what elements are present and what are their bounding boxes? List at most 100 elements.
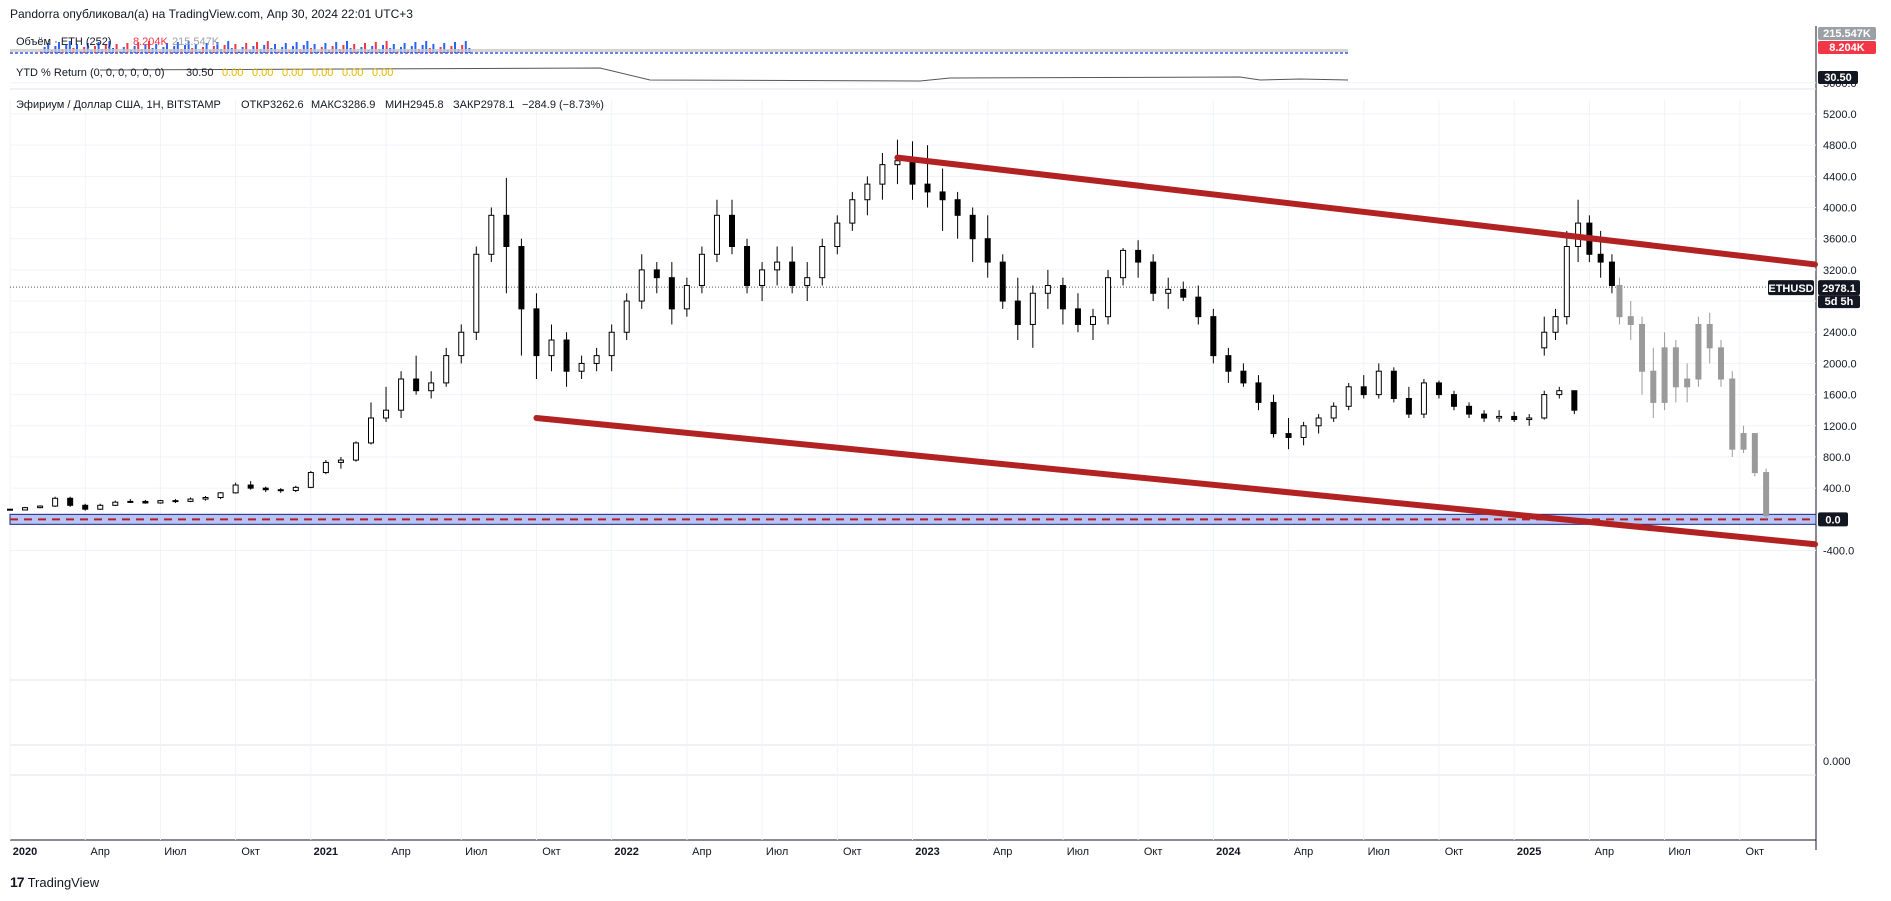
y-tick-label: 2000.0 [1823,358,1857,370]
y-tick-label: 4400.0 [1823,171,1857,183]
bottom-pane-label: 0.000 [1823,756,1851,768]
x-tick-label: 2022 [614,846,638,858]
x-tick-label: Апр [1595,846,1614,858]
x-tick-label: Окт [1746,846,1765,858]
candle [1571,390,1578,411]
volume-bar [385,41,388,53]
volume-bar [403,43,406,53]
candle [638,269,645,302]
candle [1255,382,1262,403]
x-tick-label: Апр [1294,846,1313,858]
candle [1120,249,1127,279]
candle [1029,292,1036,325]
tradingview-logo-icon: 17 [10,874,25,890]
ticker-badge: ETHUSD [1768,280,1814,296]
candle [443,355,450,384]
x-tick-label: Июл [164,846,186,858]
volume-bar [414,42,417,53]
candle [864,183,871,201]
candle [623,300,630,333]
candle [127,500,134,503]
ytd-badge: 30.50 [1818,71,1858,84]
candle [834,222,841,247]
candle [1390,370,1397,400]
x-tick-label: Апр [993,846,1012,858]
volume-bar [432,44,435,53]
volume-bar [306,41,309,53]
ytd-zero-value: 0.00 [312,67,333,79]
volume-bar [194,44,197,53]
candle [1563,245,1570,318]
tradingview-logo[interactable]: 17 TradingView [10,874,99,890]
candle [1405,398,1412,415]
candle [1608,261,1615,286]
candle [247,484,254,489]
ytd-zero-value: 0.00 [282,67,303,79]
candle [819,245,826,279]
channel-lower-line [533,414,1818,548]
candle [924,183,931,193]
y-tick-label: 800.0 [1823,452,1851,464]
candle [1044,284,1051,294]
ticker-badge-text: ETHUSD [1768,283,1813,295]
x-tick-label: Окт [1445,846,1464,858]
y-tick-label: 1200.0 [1823,421,1857,433]
volume-base [10,49,1348,52]
candle [1014,300,1021,325]
candle [1165,288,1172,294]
ytd-line [99,67,1349,82]
x-tick-label: Июл [766,846,788,858]
ohlc-high: МАКС3286.9 [311,99,375,111]
volume-badge-top-text: 215.547K [1823,28,1871,40]
candle [1285,433,1292,438]
volume-bar [364,43,366,53]
x-tick-label: 2025 [1517,846,1541,858]
candle [307,472,314,488]
volume-bar [266,41,269,53]
projected-candle [1763,472,1770,516]
candle [744,245,751,286]
projected-candle [1616,284,1623,318]
candle [1150,261,1157,294]
volume-bar [256,42,258,53]
candle [894,160,901,166]
projected-candle [1627,316,1634,325]
y-tick-label: 400.0 [1823,483,1851,495]
candle [398,378,405,411]
candle [804,277,811,286]
volume-badge-top-bg [1818,27,1876,40]
volume-badge-bottom-bg [1818,41,1876,54]
candle [1300,425,1307,438]
volume-bar [335,42,338,53]
ytd-zero-value: 0.00 [222,67,243,79]
candle [1059,284,1066,310]
candle [578,362,585,372]
candle [112,501,119,506]
y-tick-label: 5200.0 [1823,109,1857,121]
volume-bar [155,44,158,53]
tradingview-brand: TradingView [27,874,100,890]
y-tick-label: 4800.0 [1823,140,1857,152]
volume-bar [137,42,140,53]
volume-badge-top: 215.547K [1818,27,1876,40]
volume-bar [176,42,179,53]
ohlc-low: МИН2945.8 [385,99,444,111]
candle [337,459,344,463]
x-tick-label: Окт [1144,846,1163,858]
y-tick-label: 4000.0 [1823,203,1857,215]
projected-candle [1672,347,1679,388]
candle [1597,253,1604,263]
candle [1541,331,1548,349]
candle [473,253,480,333]
projected-candle [1751,433,1758,474]
volume-value-2: 215.547K [172,36,220,48]
candle [352,442,359,461]
candle [1105,277,1112,318]
x-tick-label: Апр [90,846,109,858]
candle [232,484,239,494]
candle [683,284,690,310]
volume-bar [68,41,71,53]
candle [789,261,796,286]
